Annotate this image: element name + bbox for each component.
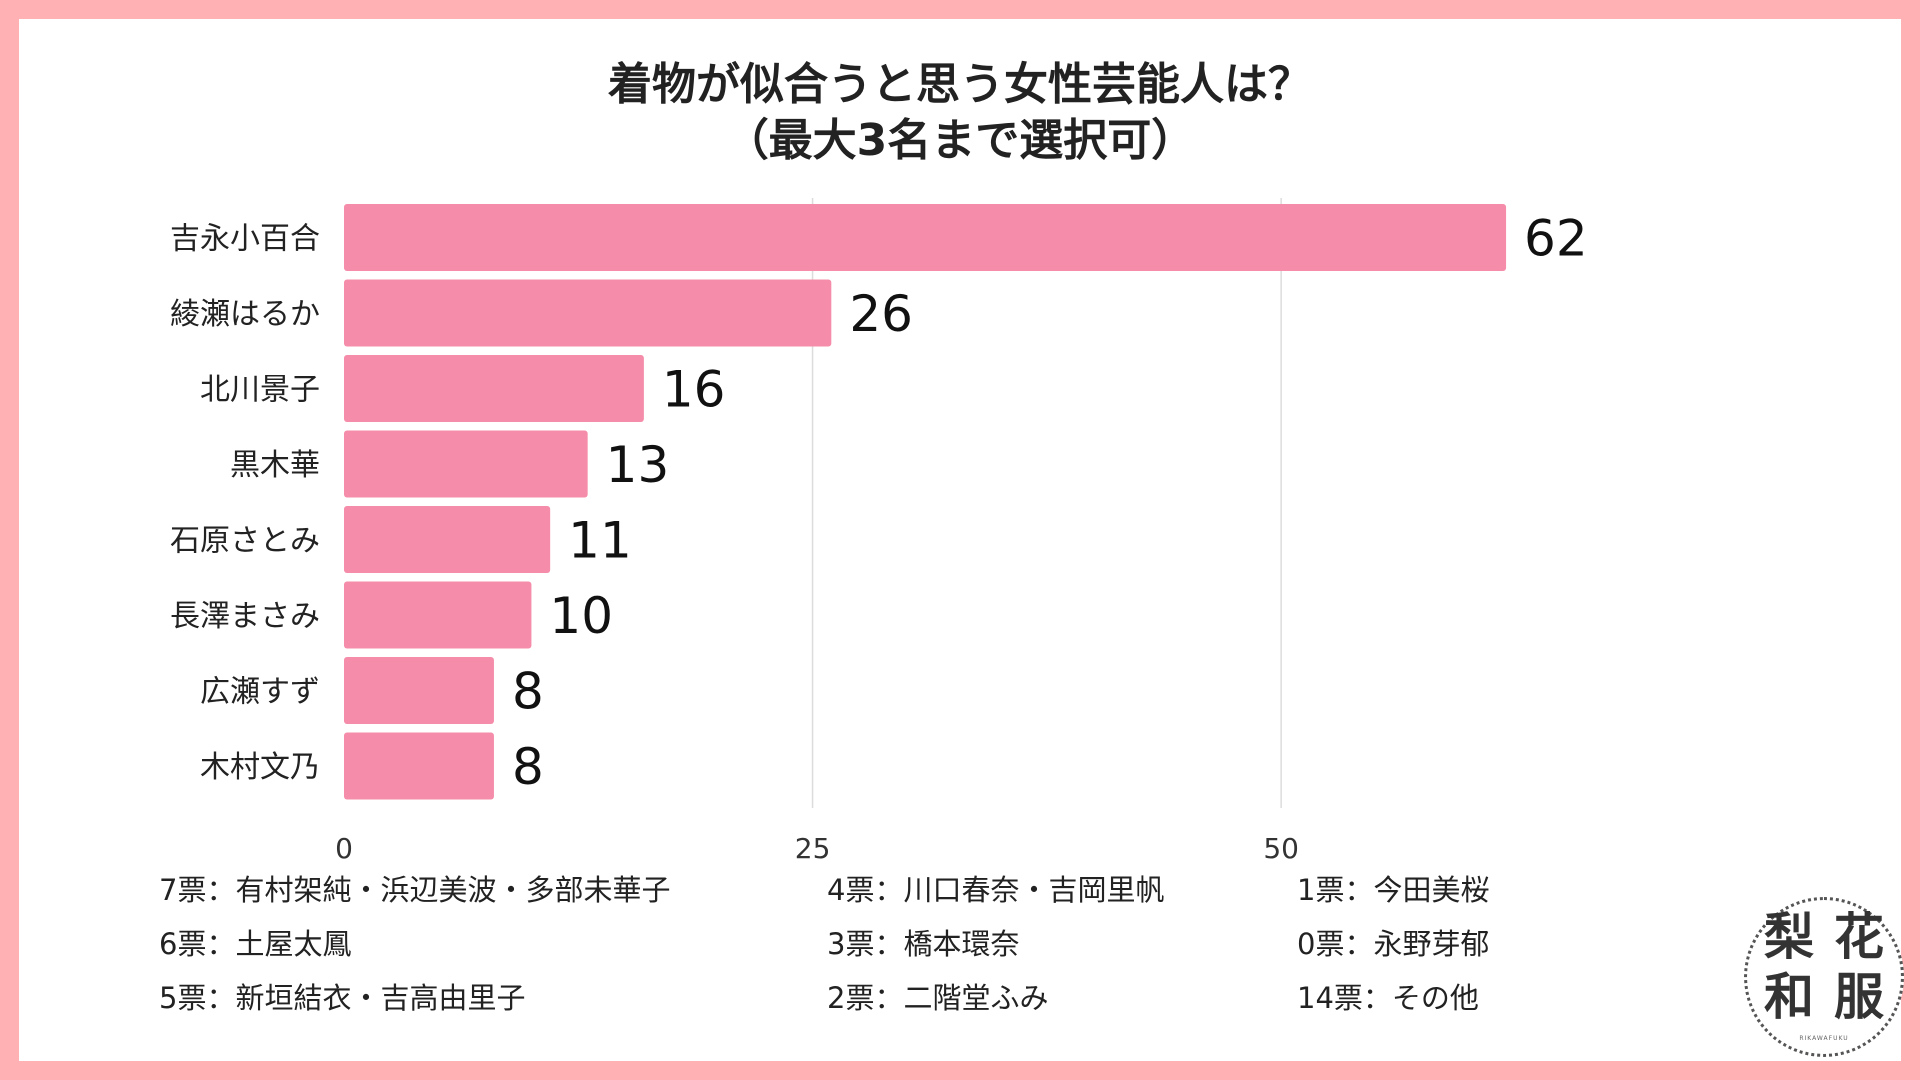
bar (344, 279, 832, 347)
logo-text: 梨 花 和 服 (1754, 907, 1894, 1027)
logo-char: 花 (1834, 908, 1884, 966)
bar-chart: 0 25 50 吉永小百合 62 綾瀬はるか 26 北川景子 16 黒木華 13 石原さとみ 11 長澤ま… (170, 198, 1588, 866)
category-label: 石原さとみ (170, 524, 320, 559)
bar (344, 355, 644, 422)
footnote-item: 5票：新垣結衣・吉高由里子 (159, 981, 526, 1015)
brand-logo: 梨 花 和 服 RIKAWAFUKU (1734, 887, 1914, 1067)
logo-ring (1744, 897, 1904, 1057)
category-label: 黒木華 (230, 448, 320, 483)
category-label: 木村文乃 (200, 750, 320, 785)
value-label: 10 (549, 587, 613, 645)
chart-title: 着物が似合うと思う女性芸能人は？ （最大3名まで選択可） (19, 57, 1901, 169)
chart-title-line2: （最大3名まで選択可） (724, 115, 1196, 166)
value-label: 8 (512, 738, 544, 796)
footnote-item: 14票：その他 (1297, 981, 1479, 1015)
footnote-item: 2票：二階堂ふみ (827, 981, 1049, 1015)
label-layer: 0 25 50 吉永小百合 62 綾瀬はるか 26 北川景子 16 黒木華 13 石原さとみ 11 長澤ま… (170, 210, 1588, 866)
chart-card: 着物が似合うと思う女性芸能人は？ （最大3名まで選択可） 0 25 50 吉永小百合 6… (19, 19, 1904, 1061)
logo-char: 服 (1834, 968, 1884, 1026)
value-label: 16 (662, 361, 726, 419)
logo-char: 和 (1764, 968, 1814, 1026)
footnote-item: 6票：土屋太鳳 (159, 927, 352, 961)
value-label: 11 (568, 512, 632, 570)
category-label: 長澤まさみ (170, 599, 320, 634)
value-label: 8 (512, 663, 544, 721)
footnote-item: 3票：橋本環奈 (827, 927, 1020, 961)
category-label: 吉永小百合 (170, 222, 320, 257)
bar-layer (344, 204, 1507, 800)
x-tick-label: 25 (795, 832, 831, 865)
x-tick-label: 50 (1263, 832, 1299, 865)
bar (344, 581, 532, 649)
footnote-item: 0票：永野芽郁 (1297, 927, 1490, 961)
category-label: 綾瀬はるか (170, 297, 320, 332)
value-label: 62 (1524, 210, 1588, 268)
bar (344, 430, 588, 498)
value-label: 13 (606, 436, 670, 494)
category-label: 広瀬すず (200, 675, 320, 710)
value-label: 26 (849, 285, 913, 343)
bar (344, 506, 551, 573)
logo-char: 梨 (1764, 908, 1814, 966)
bar (344, 657, 494, 724)
bar (344, 204, 1507, 271)
chart-title-line1: 着物が似合うと思う女性芸能人は？ (608, 59, 1312, 110)
category-label: 北川景子 (200, 373, 320, 408)
bar (344, 732, 494, 800)
logo-subtitle: RIKAWAFUKU (1799, 1035, 1849, 1042)
x-tick-label: 0 (335, 832, 353, 865)
